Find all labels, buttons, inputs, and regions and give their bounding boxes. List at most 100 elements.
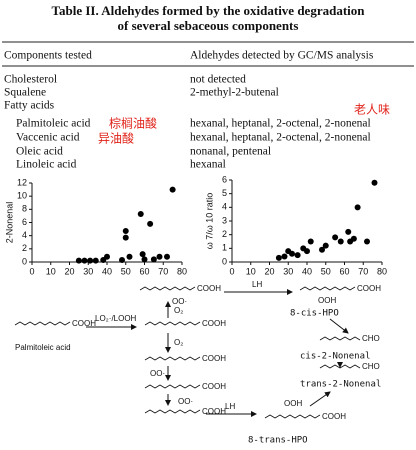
group: OO· (150, 369, 165, 378)
x-tick-label: 0 (229, 266, 234, 276)
cell: hexanal, heptanal, 2-octenal, 2-nonenal (190, 118, 371, 130)
y-tick-label: 12 (17, 177, 27, 187)
point (92, 257, 99, 264)
point (141, 256, 148, 263)
annotation: 老人味 (354, 103, 390, 117)
x-tick-label: 50 (121, 266, 131, 276)
x-tick-label: 80 (177, 266, 187, 276)
cell: Cholesterol (4, 74, 57, 86)
cell: not detected (190, 74, 246, 86)
point (345, 228, 352, 235)
y-tick-label: 0 (222, 256, 227, 266)
x-tick-label: 70 (158, 266, 168, 276)
y-tick-label: 0 (22, 256, 27, 266)
chain (144, 409, 201, 414)
y-tick-label: 8 (22, 204, 27, 214)
chain (144, 356, 201, 361)
y-tick-label: 5 (222, 188, 227, 198)
cell: Vaccenic acid (16, 132, 80, 144)
x-tick-label: 10 (46, 266, 56, 276)
point (307, 238, 314, 245)
header: Components tested (4, 50, 92, 62)
title: Table II. Aldehydes formed by the oxidat… (52, 3, 366, 18)
point (275, 254, 282, 261)
cell: Oleic acid (16, 146, 63, 158)
label: 8-trans-HPO (248, 436, 308, 446)
cell: hexanal, heptanal, 2-octenal, 2-nonenal (190, 132, 371, 144)
x-tick-label: 20 (264, 266, 274, 276)
group: COOH (322, 412, 346, 421)
point (337, 238, 344, 245)
point (354, 204, 361, 211)
point (304, 248, 310, 255)
point (75, 257, 82, 264)
y-tick-label: 6 (22, 217, 27, 227)
x-tick-label: 20 (64, 266, 74, 276)
point (104, 253, 110, 260)
point (371, 179, 378, 186)
label: LH (225, 402, 235, 411)
diagram-arrows (86, 289, 349, 417)
annotation: 棕榈油酸 (109, 116, 157, 131)
point (156, 253, 163, 260)
point (150, 256, 157, 263)
label: 8-cis-HPO (290, 309, 339, 319)
group: CHO (362, 362, 380, 371)
y-tick-label: 4 (222, 202, 227, 212)
point (169, 186, 176, 193)
cell: nonanal, pentenal (190, 146, 271, 158)
group: COOH (202, 319, 226, 328)
cell: Squalene (4, 87, 46, 99)
group: COOH (197, 284, 221, 293)
point (350, 235, 357, 242)
y-tick-label: 10 (17, 191, 27, 201)
cell: Fatty acids (4, 100, 55, 112)
cell: hexanal (190, 159, 226, 171)
y-tick-label: 3 (222, 215, 227, 225)
point (289, 250, 295, 257)
x-tick-label: 40 (302, 266, 312, 276)
group: COOH (357, 284, 381, 293)
cell: 2-methyl-2-butenal (190, 87, 279, 99)
group: COOH (202, 382, 226, 391)
annotation: 异油酸 (98, 131, 134, 146)
title: of several sebaceous components (118, 18, 299, 33)
chain (139, 286, 196, 291)
point (364, 238, 370, 245)
x-tick-label: 60 (139, 266, 149, 276)
chain (299, 286, 356, 291)
x-tick-label: 40 (102, 266, 112, 276)
point (87, 257, 94, 264)
x-tick-label: 0 (29, 266, 34, 276)
group: OOH (318, 296, 336, 305)
y-tick-label: 2 (22, 243, 27, 253)
y-axis-label: ω 7/ω 10 ratio (204, 193, 214, 250)
x-tick-label: 50 (321, 266, 331, 276)
group: OOH (284, 399, 302, 408)
x-tick-label: 30 (83, 266, 93, 276)
y-tick-label: 6 (222, 174, 227, 184)
label: O₂ (174, 338, 183, 347)
point (332, 234, 339, 241)
chain (264, 414, 321, 419)
group: COOH (202, 407, 226, 416)
y-axis-label: 2-Nonenal (4, 202, 14, 244)
group: OO· (172, 297, 187, 306)
chain (14, 321, 71, 326)
label: O₂ (174, 306, 183, 315)
group: COOH (202, 354, 226, 363)
point (122, 234, 129, 241)
chain (144, 384, 201, 389)
label: Palmitoleic acid (15, 343, 71, 352)
cell: Palmitoleic acid (16, 118, 91, 130)
point (139, 251, 146, 258)
point (126, 253, 133, 260)
point (164, 253, 170, 260)
label: cis-2-Nonenal (300, 352, 370, 362)
cell: Linoleic acid (16, 159, 77, 171)
label: LH (252, 280, 262, 289)
group: COOH (72, 319, 96, 328)
x-tick-label: 60 (339, 266, 349, 276)
point (81, 257, 88, 264)
